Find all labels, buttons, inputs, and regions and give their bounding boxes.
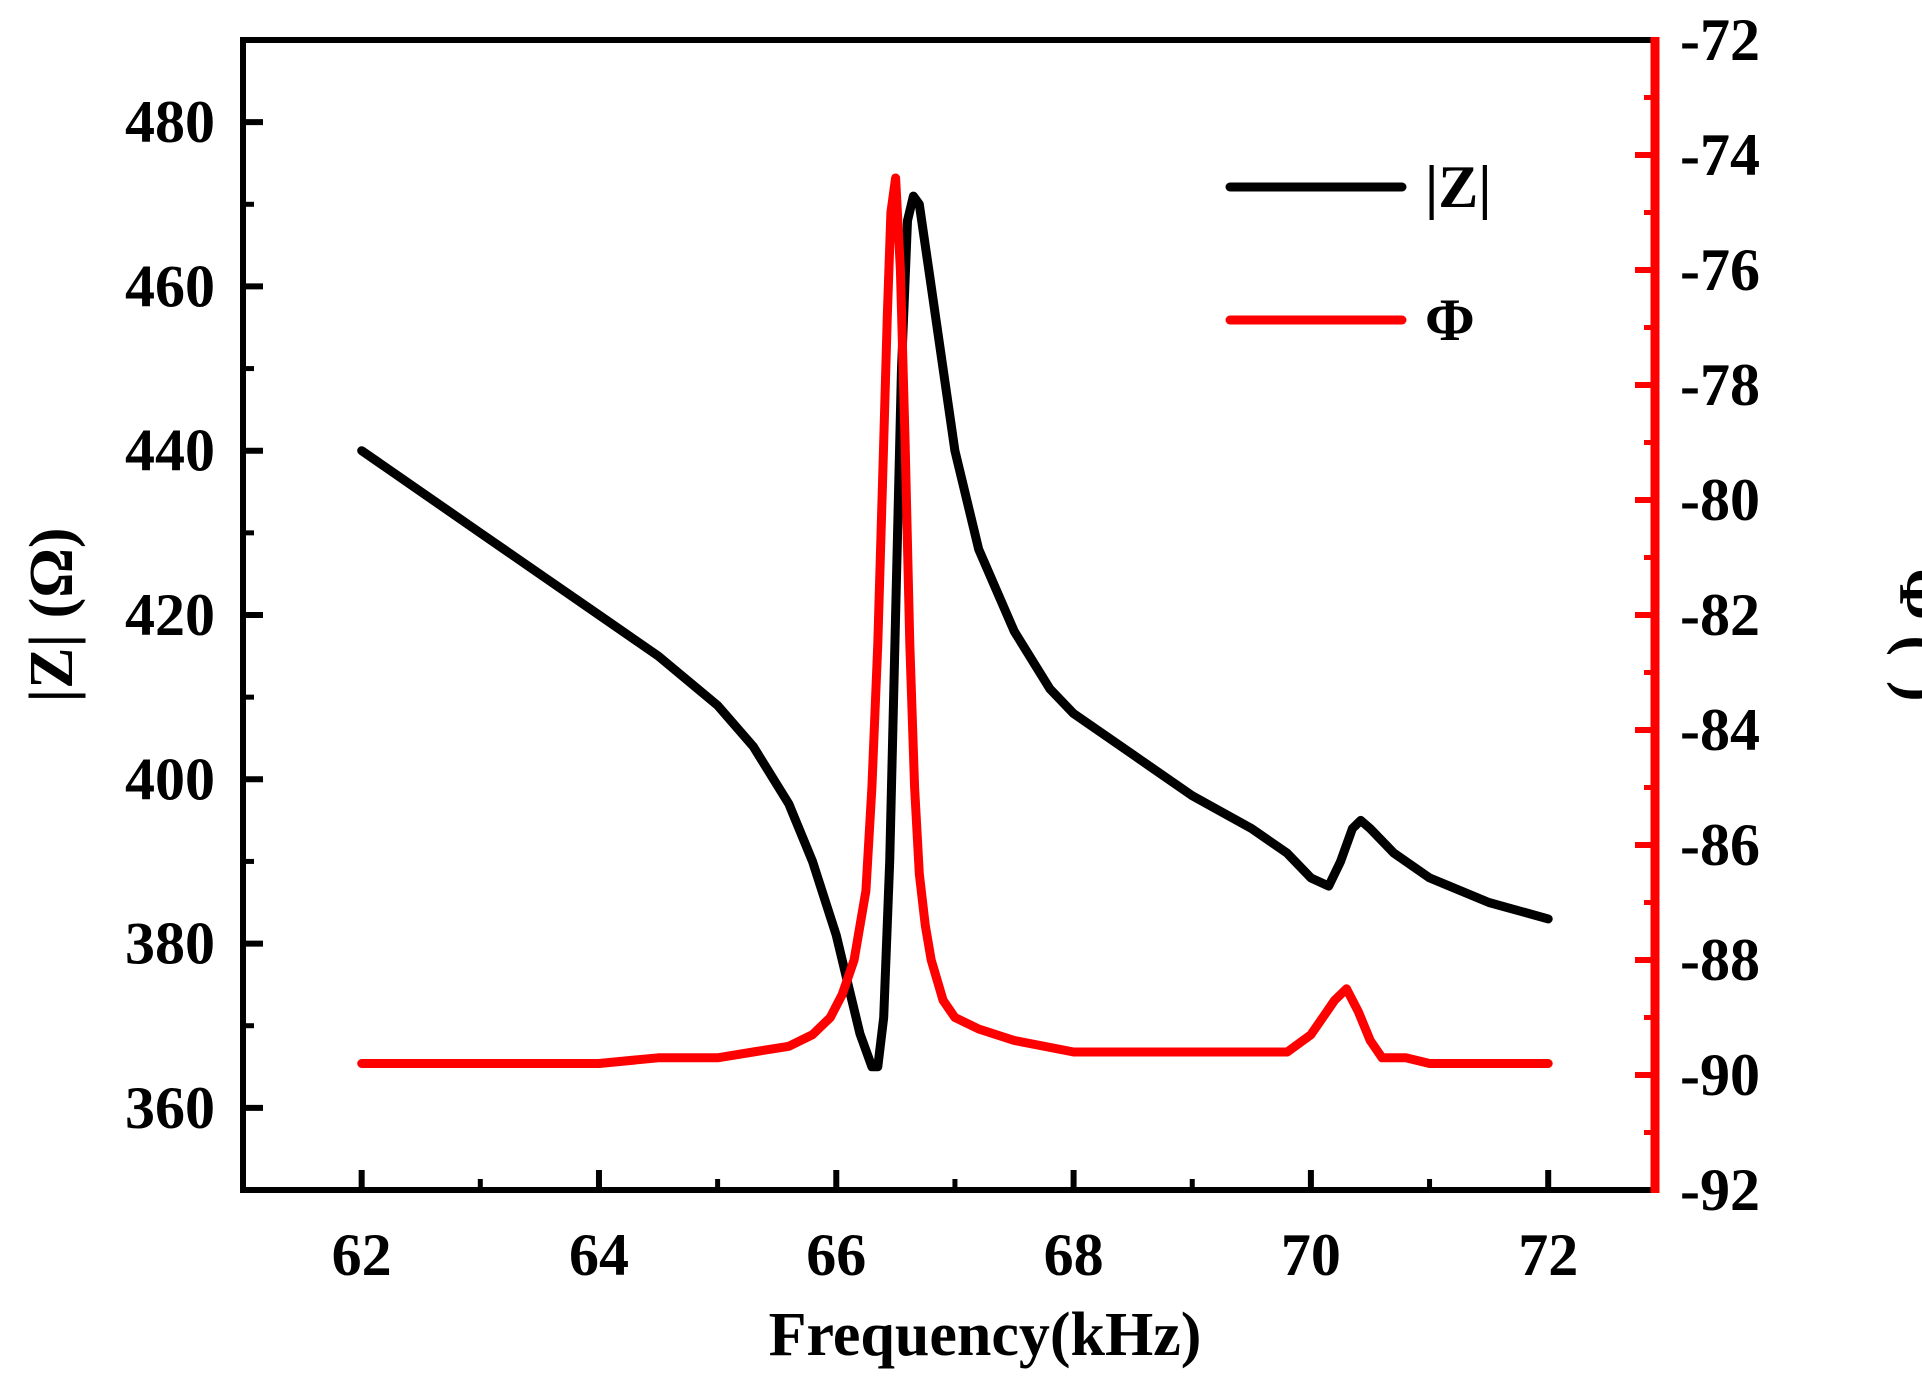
series-layer <box>357 173 1553 1072</box>
x-axis-title: Frequency(kHz) <box>769 1301 1202 1369</box>
y-left-tick-label: 380 <box>125 911 215 977</box>
y-right-tick-label: -84 <box>1680 697 1760 763</box>
x-tick-label: 64 <box>569 1222 629 1288</box>
y-right-tick-label: -78 <box>1680 352 1760 418</box>
y-right-axis-title: Φ (°) <box>1886 569 1922 702</box>
series-phase-line <box>357 173 1553 1068</box>
x-tick-label: 66 <box>806 1222 866 1288</box>
y-right-tick-label: -88 <box>1680 927 1760 993</box>
legend: |Z| Φ <box>1225 154 1491 353</box>
y-right-tick-label: -80 <box>1680 467 1760 533</box>
y-left-tick-label: 400 <box>125 746 215 812</box>
y-right-tick-label: -86 <box>1680 812 1760 878</box>
y-right-tick-label: -90 <box>1680 1042 1760 1108</box>
y-left-tick-label: 420 <box>125 582 215 648</box>
y-right-tick-label: -74 <box>1680 122 1760 188</box>
x-tick-label: 72 <box>1518 1222 1578 1288</box>
y-right-tick-label: -82 <box>1680 582 1760 648</box>
y-left-axis-title: |Z| (Ω) <box>18 527 86 702</box>
ticks-layer: 62 64 66 68 70 72 360 380 400 420 440 460 480 -92 -90 -… <box>125 7 1760 1288</box>
series-impedance-line <box>357 191 1553 1072</box>
legend-label-phi: Φ <box>1425 287 1475 353</box>
y-left-tick-label: 440 <box>125 418 215 484</box>
y-right-tick-label: -72 <box>1680 7 1760 73</box>
y-right-tick-label: -92 <box>1680 1157 1760 1223</box>
x-tick-label: 70 <box>1281 1222 1341 1288</box>
y-left-tick-label: 480 <box>125 89 215 155</box>
x-tick-label: 68 <box>1044 1222 1104 1288</box>
y-left-tick-label: 360 <box>125 1075 215 1141</box>
x-tick-label: 62 <box>332 1222 392 1288</box>
legend-label-z: |Z| <box>1425 154 1491 220</box>
y-right-tick-label: -76 <box>1680 237 1760 303</box>
y-left-tick-label: 460 <box>125 253 215 319</box>
